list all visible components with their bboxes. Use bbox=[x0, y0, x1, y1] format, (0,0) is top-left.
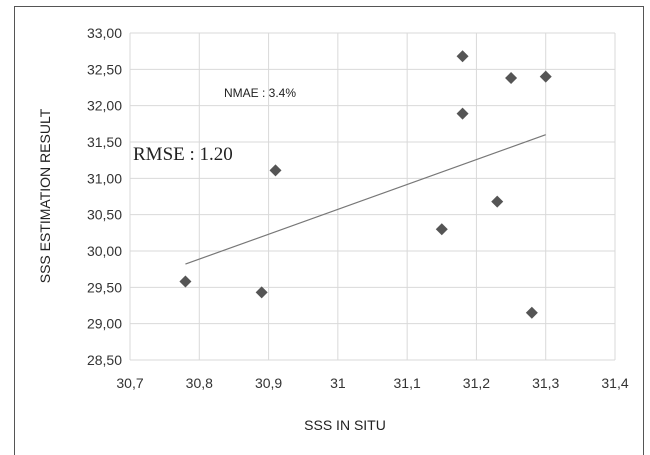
x-axis-title: SSS IN SITU bbox=[304, 417, 386, 433]
y-tick-label: 31,00 bbox=[87, 170, 122, 186]
data-point bbox=[491, 195, 504, 208]
data-point bbox=[255, 286, 268, 299]
data-point bbox=[456, 107, 469, 120]
data-point bbox=[539, 70, 552, 83]
x-tick-label: 31,2 bbox=[463, 375, 490, 391]
data-point bbox=[505, 72, 518, 85]
y-tick-label: 30,50 bbox=[87, 207, 122, 223]
data-point bbox=[435, 223, 448, 236]
x-tick-label: 31,3 bbox=[532, 375, 559, 391]
y-tick-label: 28,50 bbox=[87, 352, 122, 368]
x-tick-label: 30,9 bbox=[255, 375, 282, 391]
y-axis-title: SSS ESTIMATION RESULT bbox=[37, 108, 53, 283]
x-tick-label: 31 bbox=[330, 375, 346, 391]
data-point bbox=[179, 275, 192, 288]
y-tick-label: 32,00 bbox=[87, 98, 122, 114]
gridlines bbox=[129, 32, 616, 361]
data-point bbox=[456, 50, 469, 63]
trendline bbox=[185, 134, 546, 265]
x-tick-label: 30,8 bbox=[186, 375, 213, 391]
y-tick-label: 33,00 bbox=[87, 25, 122, 41]
y-tick-label: 30,00 bbox=[87, 243, 122, 259]
y-tick-labels: 28,50 29,00 29,50 30,00 30,50 31,00 31,50 32,00… bbox=[87, 25, 122, 368]
data-point bbox=[525, 306, 538, 319]
data-points bbox=[179, 50, 552, 319]
rmse-annotation: RMSE : 1.20 bbox=[133, 144, 233, 165]
data-point bbox=[269, 164, 282, 177]
y-tick-label: 32,50 bbox=[87, 61, 122, 77]
nmae-annotation: NMAE : 3.4% bbox=[224, 86, 296, 100]
x-tick-labels: 30,7 30,8 30,9 31 31,1 31,2 31,3 31,4 bbox=[116, 375, 628, 391]
y-tick-label: 31,50 bbox=[87, 134, 122, 150]
chart-frame bbox=[14, 6, 644, 455]
x-tick-label: 31,4 bbox=[601, 375, 628, 391]
trendline-group bbox=[185, 134, 546, 265]
x-tick-label: 30,7 bbox=[116, 375, 143, 391]
y-tick-label: 29,50 bbox=[87, 279, 122, 295]
y-tick-label: 29,00 bbox=[87, 316, 122, 332]
x-tick-label: 31,1 bbox=[394, 375, 421, 391]
